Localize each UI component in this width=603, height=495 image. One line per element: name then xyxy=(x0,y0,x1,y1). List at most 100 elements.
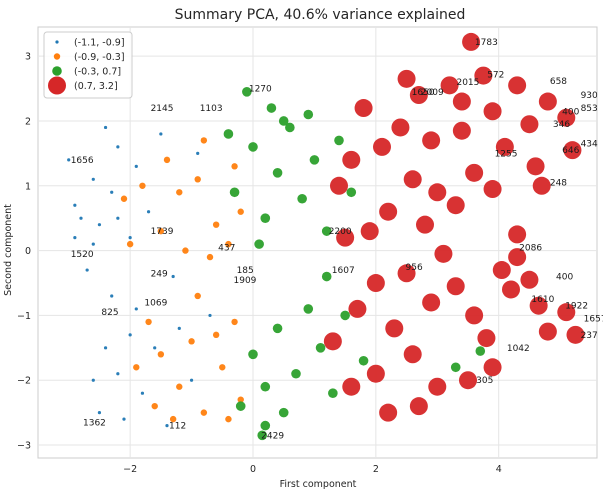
data-point-series-4 xyxy=(379,202,398,221)
point-label: 400 xyxy=(562,107,579,117)
data-point-series-4 xyxy=(483,102,502,121)
data-point-series-4 xyxy=(397,69,416,88)
point-label: 2086 xyxy=(519,243,542,253)
x-axis-label: First component xyxy=(280,479,357,490)
data-point-series-4 xyxy=(342,377,361,396)
data-point-series-3 xyxy=(223,129,234,139)
point-label: 1922 xyxy=(565,302,588,312)
data-point-series-4 xyxy=(462,32,481,51)
point-label: 237 xyxy=(581,331,598,341)
data-point-series-3 xyxy=(235,401,246,411)
data-point-series-2 xyxy=(206,253,214,261)
legend-frame xyxy=(43,31,133,99)
legend-entry: (-1.1, -0.9] xyxy=(74,38,125,49)
y-tick-label: 2 xyxy=(25,116,31,127)
point-label: 1610 xyxy=(531,295,554,305)
data-point-series-4 xyxy=(508,76,527,95)
data-point-series-3 xyxy=(309,155,320,165)
data-point-series-1 xyxy=(134,307,138,311)
data-point-series-2 xyxy=(157,227,165,235)
data-point-series-2 xyxy=(194,176,201,183)
data-point-series-1 xyxy=(97,411,102,415)
point-label: 825 xyxy=(101,308,118,318)
point-label: 1042 xyxy=(507,344,530,354)
data-point-series-4 xyxy=(563,141,582,160)
legend-marker xyxy=(55,40,59,44)
data-point-series-3 xyxy=(248,142,258,152)
y-axis: −3 −2 −1 0 1 2 3 xyxy=(17,52,31,452)
data-point-series-3 xyxy=(321,271,332,282)
data-point-series-4 xyxy=(532,176,551,195)
data-point-series-1 xyxy=(171,274,175,279)
x-tick-label: 0 xyxy=(250,464,256,475)
point-label: 572 xyxy=(487,70,504,80)
data-point-series-4 xyxy=(342,150,361,169)
point-label: 305 xyxy=(476,376,493,386)
point-label: 2015 xyxy=(456,78,479,88)
data-point-series-4 xyxy=(391,118,410,137)
data-point-series-3 xyxy=(297,193,307,204)
data-point-series-2 xyxy=(126,240,134,248)
data-point-series-2 xyxy=(200,409,208,416)
point-label: 400 xyxy=(556,273,573,283)
point-label: 434 xyxy=(581,140,598,150)
point-label: 2009 xyxy=(421,88,444,98)
data-point-series-4 xyxy=(323,332,342,351)
data-point-series-1 xyxy=(196,151,200,155)
point-label: 185 xyxy=(237,266,254,276)
data-point-series-4 xyxy=(495,137,514,156)
data-point-series-3 xyxy=(248,349,258,360)
data-point-series-1 xyxy=(140,391,145,395)
data-point-series-4 xyxy=(502,280,520,299)
data-point-series-1 xyxy=(79,216,83,220)
data-point-series-4 xyxy=(385,319,404,338)
point-label: 1362 xyxy=(83,418,106,428)
data-point-series-1 xyxy=(116,372,120,376)
point-label: 346 xyxy=(553,120,570,130)
data-point-series-1 xyxy=(122,417,126,421)
data-point-series-4 xyxy=(452,121,471,140)
data-point-series-3 xyxy=(334,135,344,146)
data-point-series-1 xyxy=(85,268,89,272)
data-point-series-4 xyxy=(440,76,459,95)
data-point-series-1 xyxy=(146,210,151,214)
data-point-series-1 xyxy=(67,158,71,162)
legend-marker xyxy=(53,53,61,60)
data-point-series-2 xyxy=(212,331,220,339)
point-label: 1103 xyxy=(200,104,223,114)
point-label: 956 xyxy=(406,263,423,273)
data-point-series-3 xyxy=(278,116,289,126)
data-point-series-4 xyxy=(474,66,493,85)
data-point-series-4 xyxy=(403,170,422,189)
point-label: 646 xyxy=(562,146,579,156)
data-point-series-1 xyxy=(110,294,114,298)
data-point-series-2 xyxy=(200,137,208,144)
data-point-series-1 xyxy=(91,378,95,382)
y-tick-label: 3 xyxy=(25,52,31,63)
data-point-series-4 xyxy=(397,264,416,283)
data-point-series-2 xyxy=(237,396,244,403)
data-point-series-4 xyxy=(428,183,447,202)
data-point-series-2 xyxy=(231,163,238,170)
data-point-series-3 xyxy=(315,343,326,353)
y-tick-label: −2 xyxy=(17,376,31,387)
point-label: 248 xyxy=(550,179,567,189)
data-point-series-3 xyxy=(260,213,271,223)
data-point-series-3 xyxy=(321,226,332,236)
data-point-series-4 xyxy=(538,92,557,111)
data-point-series-3 xyxy=(291,368,301,379)
point-label: 853 xyxy=(581,104,598,114)
data-point-series-3 xyxy=(328,388,338,398)
point-label: 1739 xyxy=(151,227,174,237)
data-point-series-2 xyxy=(225,415,232,423)
data-point-series-3 xyxy=(254,239,264,249)
data-point-series-4 xyxy=(465,306,484,325)
data-point-series-3 xyxy=(229,187,240,198)
x-tick-label: 2 xyxy=(373,464,379,475)
data-point-series-3 xyxy=(303,109,314,120)
point-label: 1783 xyxy=(475,38,498,48)
data-point-series-4 xyxy=(422,293,441,312)
point-label: 1650 xyxy=(412,88,435,98)
